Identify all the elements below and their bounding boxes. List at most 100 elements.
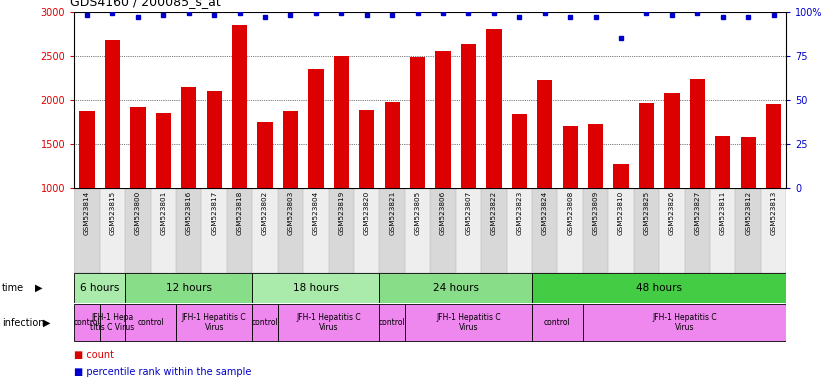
Text: JFH-1 Hepatitis C
Virus: JFH-1 Hepatitis C Virus [653,313,717,332]
Text: time: time [2,283,24,293]
Bar [303,188,329,273]
Bar [253,304,278,341]
Text: GSM523801: GSM523801 [160,191,166,235]
Bar [537,79,553,188]
Bar [79,111,95,188]
Bar [258,122,273,188]
Text: control: control [137,318,164,327]
Text: GSM523824: GSM523824 [542,191,548,235]
Text: GSM523800: GSM523800 [135,191,141,235]
Text: GSM523822: GSM523822 [491,191,497,235]
Bar [385,103,400,188]
Bar [659,188,685,273]
Text: 12 hours: 12 hours [166,283,211,293]
Text: control: control [74,318,101,327]
Bar [506,188,532,273]
Bar [379,273,532,303]
Text: GSM523819: GSM523819 [339,191,344,235]
Bar [126,304,176,341]
Text: GSM523821: GSM523821 [389,191,395,235]
Bar [202,188,227,273]
Bar [278,304,379,341]
Bar [741,137,756,188]
Text: GSM523806: GSM523806 [440,191,446,235]
Bar [253,273,379,303]
Bar [482,188,506,273]
Text: GSM523818: GSM523818 [236,191,243,235]
Bar [232,25,247,188]
Bar [100,304,126,341]
Text: GSM523827: GSM523827 [695,191,700,235]
Bar [150,188,176,273]
Bar [664,93,680,188]
Bar [456,188,482,273]
Bar [614,164,629,188]
Text: GSM523812: GSM523812 [745,191,751,235]
Text: JFH-1 Hepatitis C
Virus: JFH-1 Hepatitis C Virus [182,313,246,332]
Text: control: control [379,318,406,327]
Text: 24 hours: 24 hours [433,283,479,293]
Bar [227,188,253,273]
Text: 48 hours: 48 hours [636,283,682,293]
Bar [181,87,197,188]
Text: GSM523825: GSM523825 [643,191,649,235]
Bar [608,188,634,273]
Bar [405,188,430,273]
Bar [379,304,405,341]
Bar [583,304,786,341]
Bar [74,304,100,341]
Text: GSM523808: GSM523808 [567,191,573,235]
Text: ■ percentile rank within the sample: ■ percentile rank within the sample [74,367,252,377]
Text: GSM523814: GSM523814 [84,191,90,235]
Text: JFH-1 Hepatitis C
Virus: JFH-1 Hepatitis C Virus [436,313,501,332]
Text: ▶: ▶ [35,283,42,293]
Bar [206,91,222,188]
Bar [532,304,583,341]
Bar [583,188,608,273]
Bar [761,188,786,273]
Bar [282,111,298,188]
Text: 6 hours: 6 hours [80,283,120,293]
Bar [430,188,456,273]
Text: GSM523813: GSM523813 [771,191,776,235]
Text: GSM523805: GSM523805 [415,191,420,235]
Bar [176,188,202,273]
Text: JFH-1 Hepa
titis C Virus: JFH-1 Hepa titis C Virus [90,313,135,332]
Bar [379,188,405,273]
Bar [512,114,527,188]
Bar [176,304,253,341]
Text: GSM523807: GSM523807 [466,191,472,235]
Bar [735,188,761,273]
Text: GSM523815: GSM523815 [110,191,116,235]
Bar [405,304,532,341]
Bar [710,188,735,273]
Bar [532,188,558,273]
Bar [278,188,303,273]
Bar [334,56,349,188]
Bar [410,56,425,188]
Text: GSM523810: GSM523810 [618,191,624,235]
Text: ▶: ▶ [43,318,50,328]
Text: GSM523811: GSM523811 [719,191,726,235]
Bar [100,188,126,273]
Bar [126,188,150,273]
Bar [435,51,451,188]
Bar [329,188,354,273]
Bar [588,124,603,188]
Bar [354,188,379,273]
Bar [638,103,654,188]
Bar [563,126,578,188]
Bar [253,188,278,273]
Bar [715,136,730,188]
Bar [74,273,126,303]
Text: GDS4160 / 200085_s_at: GDS4160 / 200085_s_at [70,0,221,8]
Bar [126,273,253,303]
Text: GSM523803: GSM523803 [287,191,293,235]
Text: JFH-1 Hepatitis C
Virus: JFH-1 Hepatitis C Virus [297,313,361,332]
Text: GSM523820: GSM523820 [363,191,370,235]
Text: GSM523817: GSM523817 [211,191,217,235]
Bar [156,113,171,188]
Text: GSM523802: GSM523802 [262,191,268,235]
Bar [308,69,324,188]
Bar [690,79,705,188]
